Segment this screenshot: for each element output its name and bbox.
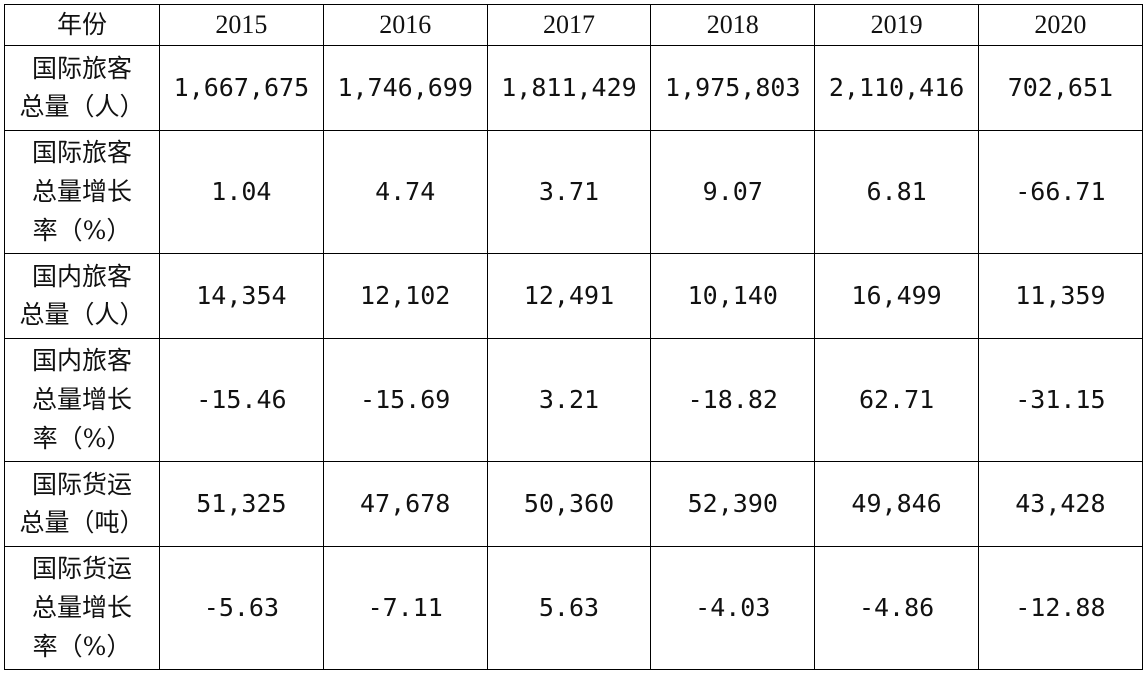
row-label-line: 国际货运 xyxy=(31,554,132,584)
value-cell: 5.63 xyxy=(486,546,652,671)
value-cell: 1,975,803 xyxy=(650,45,816,132)
value-cell: -15.46 xyxy=(159,338,324,463)
value-cell: 49,846 xyxy=(814,461,979,548)
value-cell: 14,354 xyxy=(159,253,324,340)
row-label-cell: 国际旅客 总量（人） xyxy=(4,45,160,132)
value-cell: 1,746,699 xyxy=(322,45,488,132)
row-label-line: 率（%） xyxy=(32,423,132,453)
value-cell: 1.04 xyxy=(159,130,324,255)
row-label-line: 国内旅客 xyxy=(31,346,132,376)
year-header-cell: 2016 xyxy=(322,3,488,47)
value-cell: 11,359 xyxy=(977,253,1143,340)
value-cell: 52,390 xyxy=(650,461,816,548)
table-row: 国际货运 总量（吨） 51,325 47,678 50,360 52,390 4… xyxy=(4,461,1143,548)
value-cell: -5.63 xyxy=(159,546,324,671)
year-header-cell: 2017 xyxy=(486,3,652,47)
row-label-line: 总量增长 xyxy=(31,176,132,206)
value-cell: -31.15 xyxy=(977,338,1143,463)
value-cell: 2,110,416 xyxy=(814,45,979,132)
value-cell: 50,360 xyxy=(486,461,652,548)
row-label-line: 国内旅客 xyxy=(31,261,132,291)
row-label-line: 总量增长 xyxy=(31,592,132,622)
value-cell: -7.11 xyxy=(322,546,488,671)
value-cell: -18.82 xyxy=(650,338,816,463)
year-header-cell: 2020 xyxy=(977,3,1143,47)
value-cell: 702,651 xyxy=(977,45,1143,132)
value-cell: 16,499 xyxy=(814,253,979,340)
row-label-line: 总量（人） xyxy=(19,300,145,330)
value-cell: 9.07 xyxy=(650,130,816,255)
value-cell: 10,140 xyxy=(650,253,816,340)
row-label-line: 国际旅客 xyxy=(31,138,132,168)
value-cell: 6.81 xyxy=(814,130,979,255)
value-cell: 4.74 xyxy=(322,130,488,255)
value-cell: 1,667,675 xyxy=(159,45,324,132)
year-header-cell: 2015 xyxy=(159,3,324,47)
row-label-line: 国际货运 xyxy=(31,469,132,499)
table-row: 国际旅客 总量（人） 1,667,675 1,746,699 1,811,429… xyxy=(4,45,1143,132)
value-cell: -4.86 xyxy=(814,546,979,671)
row-label-cell: 国内旅客 总量增长 率（%） xyxy=(4,338,160,463)
value-cell: 12,491 xyxy=(486,253,652,340)
table-row: 国内旅客 总量增长 率（%） -15.46 -15.69 3.21 -18.82… xyxy=(4,338,1143,463)
row-label-line: 总量增长 xyxy=(31,384,132,414)
row-label-cell: 国际旅客 总量增长 率（%） xyxy=(4,130,160,255)
year-header-cell: 2019 xyxy=(814,3,979,47)
value-cell: 47,678 xyxy=(322,461,488,548)
value-cell: -12.88 xyxy=(977,546,1143,671)
table-row: 国际货运 总量增长 率（%） -5.63 -7.11 5.63 -4.03 -4… xyxy=(4,546,1143,671)
value-cell: 51,325 xyxy=(159,461,324,548)
value-cell: 1,811,429 xyxy=(486,45,652,132)
row-label-cell: 国际货运 总量增长 率（%） xyxy=(4,546,160,671)
row-label-line: 总量（吨） xyxy=(19,508,145,538)
row-label-line: 率（%） xyxy=(32,215,132,245)
year-header-cell: 2018 xyxy=(650,3,816,47)
header-row: 年份 2015 2016 2017 2018 2019 2020 xyxy=(4,3,1143,47)
value-cell: 3.71 xyxy=(486,130,652,255)
value-cell: 62.71 xyxy=(814,338,979,463)
row-label-line: 总量（人） xyxy=(19,92,145,122)
row-label-line: 率（%） xyxy=(32,631,132,661)
row-label-line: 国际旅客 xyxy=(31,53,132,83)
value-cell: 43,428 xyxy=(977,461,1143,548)
row-label-cell: 国际货运 总量（吨） xyxy=(4,461,160,548)
header-label-cell: 年份 xyxy=(4,3,160,47)
value-cell: 12,102 xyxy=(322,253,488,340)
value-cell: -4.03 xyxy=(650,546,816,671)
value-cell: -66.71 xyxy=(977,130,1143,255)
row-label-cell: 国内旅客 总量（人） xyxy=(4,253,160,340)
statistics-table: 年份 2015 2016 2017 2018 2019 2020 国际旅客 总量… xyxy=(4,3,1143,671)
table-row: 国际旅客 总量增长 率（%） 1.04 4.74 3.71 9.07 6.81 … xyxy=(4,130,1143,255)
table-row: 国内旅客 总量（人） 14,354 12,102 12,491 10,140 1… xyxy=(4,253,1143,340)
value-cell: -15.69 xyxy=(322,338,488,463)
value-cell: 3.21 xyxy=(486,338,652,463)
